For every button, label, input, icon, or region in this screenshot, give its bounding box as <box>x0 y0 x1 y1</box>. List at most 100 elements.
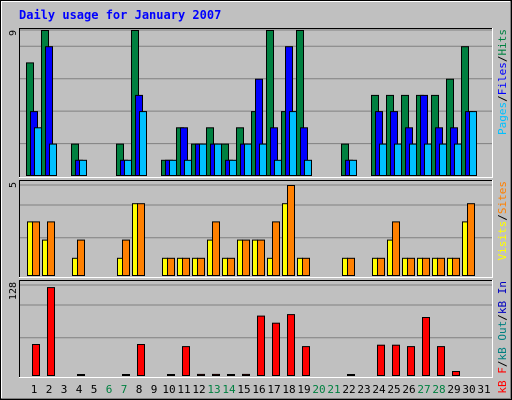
panel-background <box>19 280 493 378</box>
bar-kb-f-day-22 <box>347 374 355 376</box>
bar-kb-f-day-28 <box>437 346 445 377</box>
bar-visits-day-1 <box>27 221 33 276</box>
bar-kb-f-day-29 <box>452 371 460 376</box>
bar-sites-day-19 <box>302 257 310 276</box>
legend-item: Hits <box>496 29 509 56</box>
x-tick-label-day-5: 5 <box>91 383 98 396</box>
bar-visits-day-8 <box>132 203 138 276</box>
x-tick-label-day-1: 1 <box>31 383 38 396</box>
bar-visits-day-14 <box>222 257 228 276</box>
bar-kb-f-day-14 <box>227 374 235 376</box>
x-tick-label-day-19: 19 <box>297 383 310 396</box>
bar-pages-day-22 <box>349 159 357 177</box>
x-tick-label-day-29: 29 <box>447 383 460 396</box>
bar-kb-f-day-16 <box>257 315 265 377</box>
bar-pages-day-14 <box>229 159 237 177</box>
bar-kb-f-day-12 <box>197 373 205 376</box>
bar-sites-day-28 <box>437 257 445 276</box>
bar-visits-day-24 <box>372 257 378 276</box>
x-tick-label-day-9: 9 <box>151 383 158 396</box>
bar-visits-day-29 <box>447 257 453 276</box>
bar-sites-day-13 <box>212 221 220 276</box>
bar-sites-day-24 <box>377 257 385 276</box>
bar-kb-f-day-17 <box>272 322 280 377</box>
y-max-label: 128 <box>8 282 19 300</box>
bar-visits-day-10 <box>162 257 168 276</box>
x-tick-label-day-22: 22 <box>342 383 355 396</box>
legend-visits: Visits/Sites <box>496 181 509 261</box>
legend-item: Pages <box>496 102 509 135</box>
x-tick-label-day-23: 23 <box>357 383 370 396</box>
bar-pages-day-15 <box>244 143 252 177</box>
bar-pages-day-25 <box>394 143 402 177</box>
bar-sites-day-10 <box>167 257 175 276</box>
bar-pages-day-30 <box>469 111 477 176</box>
bar-kb-f-day-2 <box>47 287 55 377</box>
legend-item: Files <box>496 62 509 95</box>
x-tick-label-day-18: 18 <box>282 383 295 396</box>
bar-visits-day-16 <box>252 239 258 277</box>
bar-sites-day-11 <box>182 257 190 276</box>
bar-visits-day-19 <box>297 257 303 276</box>
bar-pages-day-28 <box>439 143 447 177</box>
bar-visits-day-7 <box>117 257 123 276</box>
bar-kb-f-day-15 <box>242 373 250 376</box>
legend-item: / <box>496 314 509 321</box>
x-tick-label-day-12: 12 <box>192 383 205 396</box>
x-tick-label-day-3: 3 <box>61 383 68 396</box>
panel-visits: 5 Visits/Sites <box>8 180 509 278</box>
bar-sites-day-7 <box>122 239 130 277</box>
x-tick-label-day-10: 10 <box>162 383 175 396</box>
bar-visits-day-12 <box>192 257 198 276</box>
legend-item: / <box>496 56 509 63</box>
bar-sites-day-30 <box>467 203 475 276</box>
x-tick-label-day-21: 21 <box>327 383 340 396</box>
bar-sites-day-26 <box>407 257 415 276</box>
legend-item: kB Out <box>496 321 509 361</box>
bar-sites-day-2 <box>47 221 55 276</box>
bar-sites-day-16 <box>257 239 265 277</box>
legend-item: Visits <box>496 221 509 261</box>
bar-visits-day-13 <box>207 239 213 277</box>
legend-item: kB F <box>496 367 509 394</box>
bar-sites-day-27 <box>422 257 430 276</box>
bar-sites-day-4 <box>77 239 85 277</box>
bar-kb-f-day-11 <box>182 346 190 377</box>
bar-kb-f-day-19 <box>302 346 310 377</box>
x-tick-label-day-24: 24 <box>372 383 386 396</box>
bar-pages-day-27 <box>424 143 432 177</box>
x-tick-label-day-17: 17 <box>267 383 280 396</box>
legend-item: kB In <box>496 281 509 314</box>
bar-pages-day-19 <box>304 159 312 177</box>
y-max-label: 9 <box>8 30 19 36</box>
bar-visits-day-2 <box>42 239 48 277</box>
x-tick-label-day-14: 14 <box>222 383 236 396</box>
bar-pages-day-2 <box>49 143 57 177</box>
bar-visits-day-17 <box>267 257 273 276</box>
bar-sites-day-17 <box>272 221 280 276</box>
x-tick-label-day-7: 7 <box>121 383 128 396</box>
bar-pages-day-24 <box>379 143 387 177</box>
bar-pages-day-4 <box>79 159 87 177</box>
x-tick-label-day-30: 30 <box>462 383 475 396</box>
x-axis-labels: 1 2 3 4 5 6 7 8 9 10 11 12 13 14 15 16 17 18 19 20 21 22 23 24 2… <box>31 383 491 396</box>
bar-kb-f-day-27 <box>422 317 430 376</box>
bar-pages-day-7 <box>124 159 132 177</box>
bar-sites-day-12 <box>197 257 205 276</box>
bar-visits-day-4 <box>72 257 78 276</box>
legend-item: Sites <box>496 181 509 214</box>
bar-kb-f-day-26 <box>407 346 415 377</box>
bar-visits-day-11 <box>177 257 183 276</box>
bar-pages-day-17 <box>274 159 282 177</box>
bar-kb-f-day-13 <box>212 373 220 376</box>
bar-kb-f-day-1 <box>32 344 40 376</box>
bar-sites-day-29 <box>452 257 460 276</box>
bar-sites-day-25 <box>392 221 400 276</box>
bar-sites-day-15 <box>242 239 250 277</box>
bar-pages-day-10 <box>169 159 177 177</box>
bar-visits-day-28 <box>432 257 438 276</box>
bar-sites-day-18 <box>287 185 295 276</box>
legend-item: / <box>496 95 509 102</box>
